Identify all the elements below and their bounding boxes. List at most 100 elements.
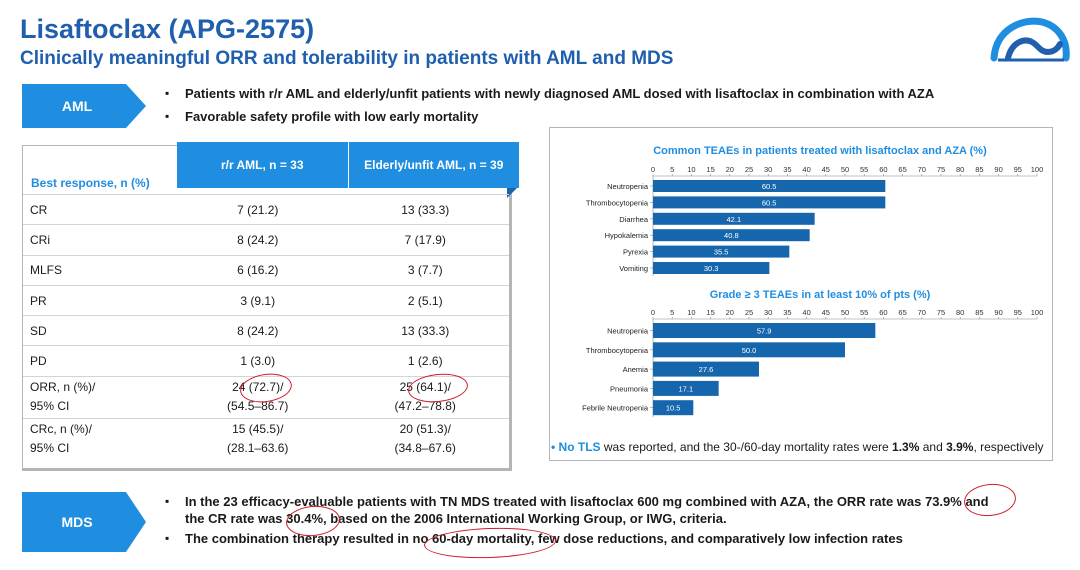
chart-0-tick-label: 50 [841,165,849,174]
chart-1-tick-label: 10 [687,308,695,317]
aml-bullet-2: Favorable safety profile with low early … [163,108,1063,125]
chart-1-data-label: 27.6 [699,365,714,374]
row-value-rr: 7 (21.2) [237,202,279,217]
crc-label: CRc, n (%)/ [30,422,93,437]
chart-0-data-label: 60.5 [762,198,777,207]
crc-rr-value: 15 (45.5)/ [232,422,284,437]
chart-1-tick-label: 15 [706,308,714,317]
chart-0-tick-label: 35 [783,165,791,174]
chart-0-tick-label: 60 [879,165,887,174]
crc-elderly-value: 20 (51.3)/ [399,422,451,437]
row-value-elderly: 25 (64.1)/ (47.2–78.8) [342,377,510,418]
row-value-rr: 1 (3.0) [240,354,276,369]
chart-1-tick-label: 35 [783,308,791,317]
chart-0-data-label: 30.3 [704,264,719,273]
crc-elderly-ci: (34.8–67.6) [394,441,456,456]
chart-0-bar [653,245,790,258]
chart-1-tick-label: 70 [918,308,926,317]
company-logo-icon [990,17,1070,62]
row-label: SD [30,323,47,338]
mds-bullet-1-line-2: the CR rate was 30.4%, based on the 2006… [185,511,727,526]
chart-0-tick-label: 45 [822,165,830,174]
teae-chart-panel: Common TEAEs in patients treated with li… [549,127,1053,461]
mds-bullet-2: The combination therapy resulted in no 6… [163,530,1053,547]
chart-1-bar [653,361,759,377]
chart-1-data-label: 50.0 [742,346,757,355]
aml-section-tag: AML [22,84,146,128]
row-value-elderly: 3 (7.7) [407,263,443,278]
chart-1-title: Grade ≥ 3 TEAEs in at least 10% of pts (… [710,289,931,301]
row-value-rr: 8 (24.2) [237,232,279,247]
chart-0-tick-label: 30 [764,165,772,174]
note-text-3: , respectively [973,440,1044,454]
chart-0-tick-label: 90 [994,165,1002,174]
orr-label: ORR, n (%)/ [30,380,96,395]
chart-1-bar [653,380,719,396]
chart-0-tick-label: 15 [706,165,714,174]
chart-1-tick-label: 30 [764,308,772,317]
chart-1-category-label: Thrombocytopenia [586,346,649,355]
chart-1-category-label: Neutropenia [607,327,649,336]
table-body: CR 7 (21.2) 13 (33.3) CRi 8 (24.2) 7 (17… [23,194,509,460]
aml-bullet-list: Patients with r/r AML and elderly/unfit … [163,85,1063,131]
chart-1-category-label: Pneumonia [610,384,649,393]
row-value-elderly: 2 (5.1) [407,293,443,308]
chart-1-data-label: 17.1 [679,384,694,393]
row-value-rr: 3 (9.1) [240,293,276,308]
teae-charts-svg: Common TEAEs in patients treated with li… [582,145,1044,418]
chart-0-category-label: Hypokalemia [605,231,649,240]
chart-1-tick-label: 65 [898,308,906,317]
chart-0-tick-label: 5 [670,165,674,174]
orr-rr-value: 24 (72.7)/ [232,380,284,395]
table-row-crc: CRc, n (%)/ 95% CI 15 (45.5)/ (28.1–63.6… [23,417,510,460]
note-value-1: 1.3% [892,440,920,454]
row-label: CR [30,202,48,217]
header-fold-decoration [507,188,517,198]
row-label: CRi [30,232,50,247]
chart-0-category-label: Pyrexia [623,248,649,257]
row-value-rr: 8 (24.2) [237,323,279,338]
chart-1-tick-label: 90 [994,308,1002,317]
chart-0-bar [653,180,886,192]
mds-bullet-1-line-1: In the 23 efficacy-evaluable patients wi… [185,494,989,509]
best-response-label: Best response, n (%) [31,176,150,190]
chart-1-data-label: 57.9 [757,327,772,336]
row-value-elderly: 20 (51.3)/ (34.8–67.6) [342,419,510,460]
chart-0-data-label: 40.8 [724,231,739,240]
chart-1-bar [653,342,845,358]
note-text-1: was reported, and the 30-/60-day mortali… [600,440,893,454]
note-text-2: and [919,440,947,454]
chart-1-tick-label: 80 [956,308,964,317]
chart-1-data-label: 10.5 [666,404,681,413]
chart-1-tick-label: 55 [860,308,868,317]
table-row: PD 1 (3.0) 1 (2.6) [23,345,509,375]
chart-1-tick-label: 95 [1014,308,1022,317]
table-row: MLFS 6 (16.2) 3 (7.7) [23,254,509,285]
mds-section-tag: MDS [22,492,146,552]
orr-elderly-ci: (47.2–78.8) [394,399,456,414]
page-title: Lisaftoclax (APG-2575) [20,14,315,44]
chart-1-category-label: Anemia [623,365,649,374]
chart-1-tick-label: 0 [651,308,655,317]
row-label: CRc, n (%)/ 95% CI [23,419,174,460]
mds-tag-label: MDS [61,514,93,530]
mortality-note: • No TLS was reported, and the 30-/60-da… [549,440,1053,454]
chart-0-tick-label: 75 [937,165,945,174]
aml-bullet-1: Patients with r/r AML and elderly/unfit … [163,85,1063,102]
chart-0-category-label: Diarrhea [619,215,649,224]
chart-1-tick-label: 100 [1031,308,1044,317]
note-value-2: 3.9% [946,440,974,454]
mds-bullet-list: In the 23 efficacy-evaluable patients wi… [163,493,1053,550]
chart-0-tick-label: 100 [1031,165,1044,174]
row-value-rr: 24 (72.7)/ (54.5–86.7) [174,377,342,418]
row-value-rr: 15 (45.5)/ (28.1–63.6) [174,419,342,460]
table-row: CR 7 (21.2) 13 (33.3) [23,194,509,224]
chart-0-tick-label: 0 [651,165,655,174]
chart-1-tick-label: 85 [975,308,983,317]
chart-0-tick-label: 85 [975,165,983,174]
table-row: SD 8 (24.2) 13 (33.3) [23,315,509,345]
chart-0-tick-label: 40 [802,165,810,174]
chart-0-title: Common TEAEs in patients treated with li… [653,145,987,157]
crc-rr-ci: (28.1–63.6) [227,441,289,456]
response-table: r/r AML, n = 33 Elderly/unfit AML, n = 3… [22,142,519,471]
